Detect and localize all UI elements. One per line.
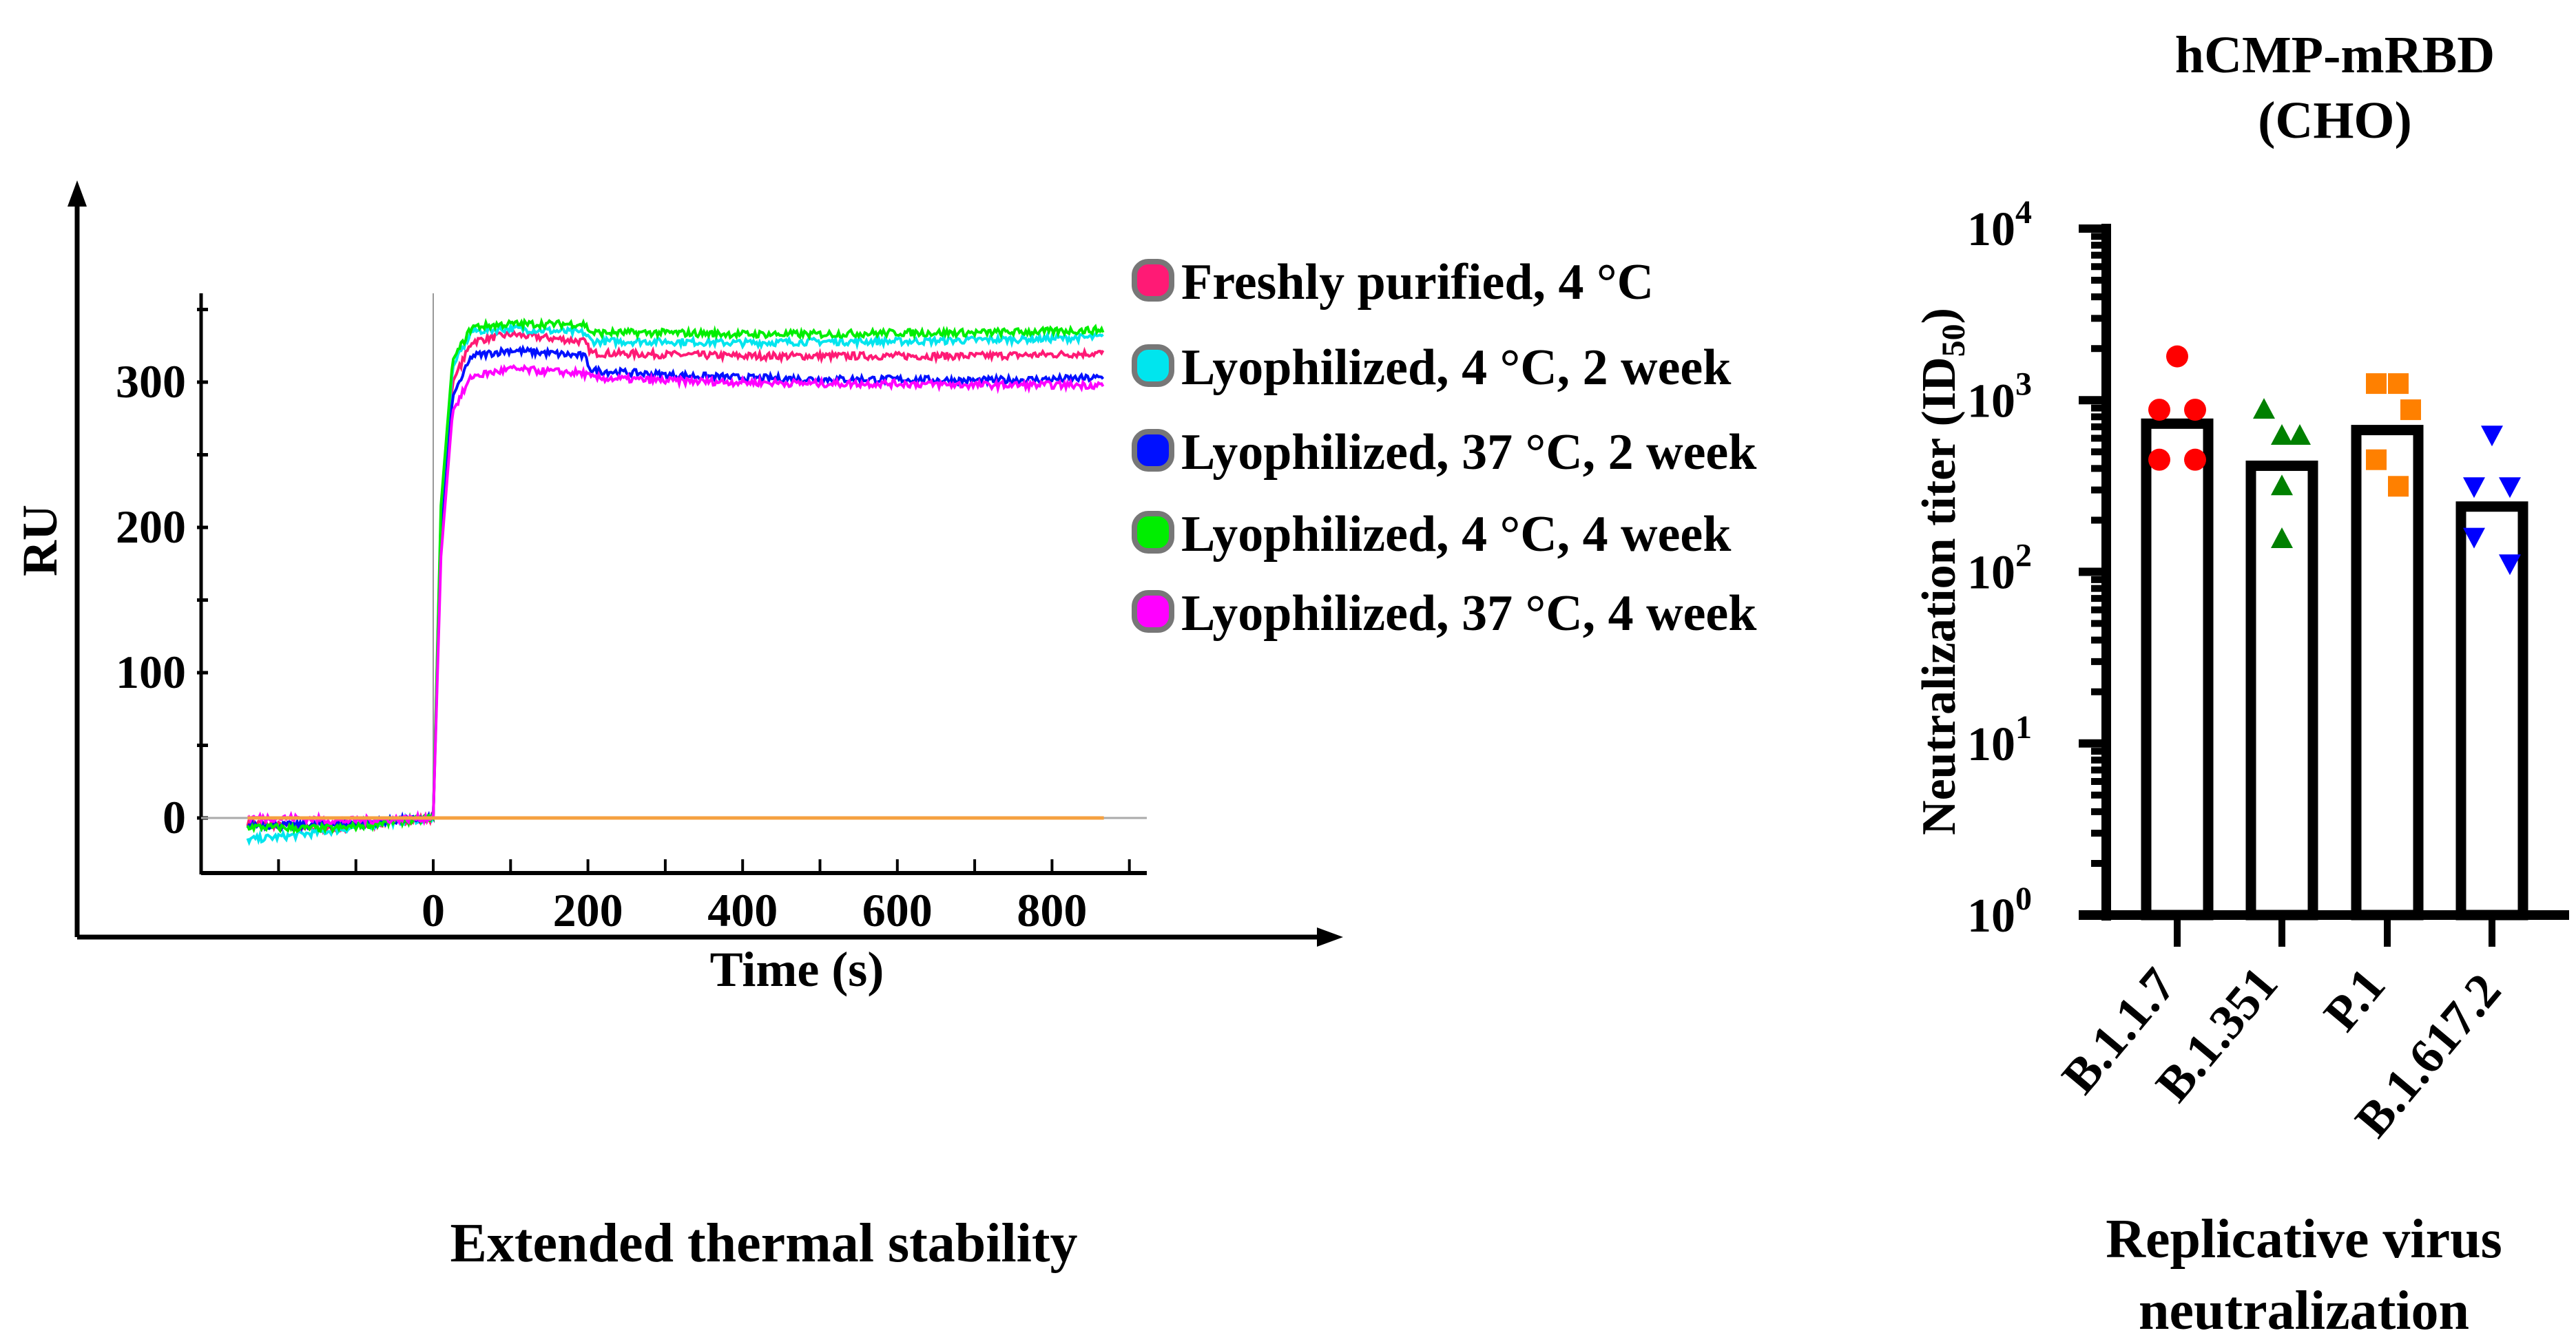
sensorgram-curves [246,317,1105,846]
panel-caption-line1: Replicative virus [2106,1209,2502,1270]
point-square [2400,399,2421,421]
legend-swatch-icon [1132,259,1174,302]
legend-swatch-icon [1132,344,1174,387]
x-tick-labels: 0 200 400 600 800 [422,884,1087,936]
x-axis-label: Time (s) [710,942,884,997]
y-tick-label: 101 [1967,709,2032,771]
legend-swatch-icon [1132,429,1174,472]
bars [2141,418,2528,921]
data-points [2148,345,2521,576]
category-labels: B.1.1.7B.1.351 P.1B.1.617.2 [2051,956,2511,1147]
legend-label: Lyophilized, 4 °C, 2 week [1181,339,1732,396]
point-triangle-up [2271,474,2293,496]
point-triangle-up [2271,527,2293,549]
point-triangle-down [2499,477,2521,498]
y-tick-label: 100 [116,646,186,698]
legend-item: Lyophilized, 37 °C, 2 week [1132,424,1757,481]
panel-caption: Extended thermal stability [450,1213,1077,1274]
point-triangle-up [2289,423,2311,445]
y-axis-label: RU [12,505,67,576]
x-tick-label: 400 [707,884,778,936]
chart-title-line1: hCMP-mRBD [2175,26,2495,84]
legend-item: Lyophilized, 4 °C, 4 week [1132,506,1732,563]
legend-item: Lyophilized, 37 °C, 4 week [1132,585,1757,642]
panel-caption-line2: neutralization [2139,1281,2469,1341]
bar-B.1.617.2 [2455,501,2528,921]
curve-series-3 [246,344,1105,833]
point-square [2366,373,2387,395]
legend-swatch-icon [1132,590,1174,633]
curve-series-1 [246,328,1105,835]
legend-item: Lyophilized, 4 °C, 2 week [1132,339,1732,396]
y-tick-label: 300 [116,355,186,408]
point-circle [2148,399,2170,421]
y-tick-labels: 0 100 200 300 [116,355,186,843]
point-circle [2148,448,2170,471]
point-triangle-down [2463,527,2485,549]
point-square [2366,449,2387,470]
x-tick-label: 600 [862,884,933,936]
point-triangle-down [2481,426,2503,447]
legend-label: Freshly purified, 4 °C [1181,254,1654,311]
point-circle [2166,345,2188,368]
point-circle [2184,448,2206,471]
y-tick-label: 104 [1967,194,2032,256]
y-axis-label: Neutralization titer (ID50) [1913,308,1972,835]
curve-series-4 [246,317,1105,834]
legend-label: Lyophilized, 4 °C, 4 week [1181,506,1732,563]
y-arrow-head [67,180,87,207]
y-tick-labels: 100 101 102 103 104 [1967,194,2032,943]
x-tick-label: 800 [1017,884,1087,936]
point-triangle-down [2499,554,2521,576]
category-label: P.1 [2313,958,2396,1041]
point-triangle-down [2463,477,2485,498]
y-tick-label: 103 [1967,366,2032,428]
curve-series-5 [247,364,1105,828]
legend-swatch-icon [1132,511,1174,554]
legend: Freshly purified, 4 °C Lyophilized, 4 °C,… [1132,254,1757,642]
y-tick-label: 100 [1967,881,2032,943]
legend-label: Lyophilized, 37 °C, 4 week [1181,585,1757,642]
x-arrow-head [1317,927,1343,947]
point-square [2388,476,2409,497]
point-square [2388,373,2409,395]
bar-B.1.1.7 [2141,418,2214,921]
chart-title-line2: (CHO) [2258,92,2412,149]
x-tick-label: 200 [553,884,623,936]
point-triangle-up [2253,398,2275,419]
y-tick-label: 0 [163,791,186,843]
y-tick-label: 102 [1967,538,2032,600]
neutralization-chart: hCMP-mRBD (CHO) 100 101 102 103 104 B.1.1.7B… [1913,26,2569,1341]
point-circle [2184,399,2206,421]
curve-series-2 [246,320,1104,846]
y-tick-label: 200 [116,501,186,553]
outer-axes-arrows [67,180,1343,947]
legend-label: Lyophilized, 37 °C, 2 week [1181,424,1757,481]
sensorgram-chart: 0 200 400 600 800 0 100 200 300 Freshly purifie… [12,180,1757,1274]
point-triangle-up [2271,423,2293,445]
x-tick-label: 0 [422,884,445,936]
legend-item: Freshly purified, 4 °C [1132,254,1654,311]
bar-P.1 [2351,425,2424,921]
